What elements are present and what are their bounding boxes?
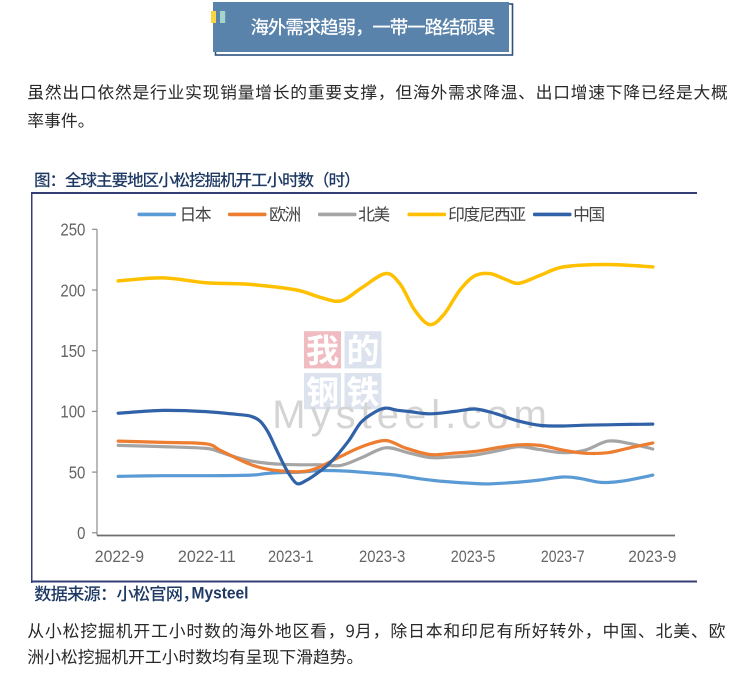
svg-text:2022-11: 2022-11	[178, 547, 236, 566]
svg-text:2022-9: 2022-9	[95, 547, 144, 566]
svg-text:2023-1: 2023-1	[268, 547, 314, 566]
svg-text:200: 200	[60, 280, 85, 300]
svg-text:2023-3: 2023-3	[359, 547, 405, 566]
svg-text:150: 150	[60, 341, 85, 361]
svg-text:2023-5: 2023-5	[451, 547, 496, 566]
svg-text:0: 0	[77, 523, 86, 543]
svg-text:Mysteel: Mysteel	[192, 585, 249, 603]
svg-text:2023-9: 2023-9	[628, 547, 676, 566]
svg-text:Mysteel.com: Mysteel.com	[272, 393, 552, 437]
svg-text:250: 250	[60, 220, 85, 240]
svg-text:2023-7: 2023-7	[541, 547, 585, 566]
svg-text:50: 50	[69, 462, 86, 482]
svg-text:100: 100	[60, 402, 85, 422]
